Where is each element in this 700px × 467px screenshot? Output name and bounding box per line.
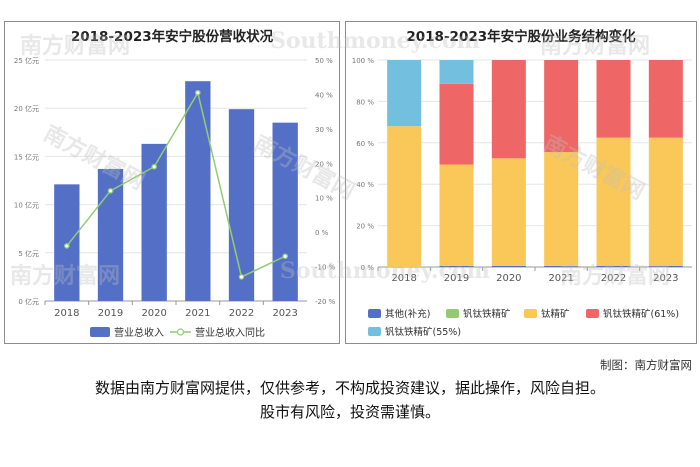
- yoy-growth-point-2019: [107, 188, 114, 194]
- legend-label-yoy: 营业总收入同比: [195, 326, 265, 339]
- revenue-bar-2021: [185, 81, 211, 301]
- y-axis-tick-label: 0 %: [361, 264, 375, 272]
- x-axis-tick-label: 2023: [653, 273, 678, 284]
- right-axis-tick-label: 20 %: [315, 160, 333, 168]
- revenue-bar-2020: [141, 143, 167, 301]
- right-axis-tick-label: 50 %: [315, 57, 333, 65]
- structure-chart-title: 2018-2023年安宁股份业务结构变化: [406, 29, 636, 45]
- x-axis-tick-label: 2018: [391, 273, 416, 284]
- right-axis-tick-label: 10 %: [315, 195, 333, 203]
- legend-label-3: 钒钛铁精矿(61%): [603, 308, 679, 320]
- x-axis-tick-label: 2019: [98, 308, 123, 319]
- stack-segment-2021-3: [544, 60, 579, 153]
- stack-segment-2023-0: [648, 265, 683, 267]
- y-axis-tick-label: 80 %: [356, 98, 374, 106]
- left-axis-tick-label: 15 亿元: [14, 152, 39, 161]
- legend-swatch-2: [524, 309, 537, 318]
- right-axis-tick-label: 0 %: [315, 229, 329, 237]
- stack-segment-2019-0: [439, 265, 474, 267]
- disclaimer-line-1: 数据由南方财富网提供，仅供参考，不构成投资建议，据此操作，风险自担。: [94, 379, 605, 397]
- left-axis-tick-label: 10 亿元: [14, 201, 39, 210]
- x-axis-tick-label: 2018: [54, 308, 79, 319]
- chart-credit: 制图：南方财富网: [600, 358, 692, 372]
- left-axis-tick-label: 20 亿元: [14, 104, 39, 113]
- legend-swatch-3: [586, 309, 599, 318]
- legend-swatch-revenue: [90, 327, 110, 337]
- left-axis-tick-label: 25 亿元: [14, 56, 39, 65]
- revenue-bar-2018: [54, 184, 80, 301]
- stack-segment-2021-0: [544, 265, 579, 267]
- stack-segment-2022-3: [596, 60, 631, 138]
- revenue-chart-panel: 2018-2023年安宁股份营收状况 0 亿元 5 亿元 10 亿元 15 亿元 20 …: [4, 21, 340, 344]
- right-axis-tick-label: -10 %: [315, 264, 336, 272]
- legend-swatch-0: [368, 309, 381, 318]
- stack-segment-2020-3: [491, 60, 526, 159]
- yoy-growth-point-2020: [151, 163, 157, 170]
- x-axis-tick-label: 2019: [444, 273, 469, 284]
- x-axis-tick-label: 2020: [141, 308, 166, 319]
- legend-label-2: 钛精矿: [541, 308, 570, 320]
- left-axis-tick-label: 5 亿元: [18, 249, 39, 258]
- revenue-bar-2022: [228, 109, 255, 301]
- legend-marker-yoy: [176, 328, 185, 336]
- legend-swatch-1: [446, 309, 459, 318]
- yoy-growth-line: [66, 90, 286, 278]
- stack-segment-2019-3: [439, 83, 474, 165]
- left-axis-tick-label: 0 亿元: [18, 297, 39, 306]
- stack-segment-2020-0: [491, 265, 526, 267]
- x-axis-tick-label: 2023: [272, 308, 297, 319]
- right-axis-tick-label: 40 %: [315, 91, 333, 99]
- legend-label-1: 钒钛铁精矿: [463, 308, 511, 320]
- yoy-growth-point-2023: [282, 253, 288, 260]
- y-axis-tick-label: 60 %: [356, 140, 374, 148]
- structure-chart: 0 % 20 % 40 % 60 % 80 % 100 % 2018 2019 2020 2021…: [352, 57, 692, 338]
- stack-segment-2023-3: [648, 60, 683, 138]
- x-axis-tick-label: 2020: [496, 273, 521, 284]
- stack-segment-2020-2: [491, 158, 526, 266]
- y-axis-tick-label: 40 %: [356, 181, 374, 189]
- legend-label-0: 其他(补充): [385, 308, 430, 320]
- revenue-chart-title: 2018-2023年安宁股份营收状况: [70, 29, 274, 45]
- stack-segment-2018-4: [387, 60, 422, 127]
- yoy-growth-point-2018: [64, 243, 70, 249]
- legend-label-revenue: 营业总收入: [114, 326, 164, 339]
- right-axis-tick-label: 30 %: [315, 126, 333, 134]
- x-axis-tick-label: 2021: [548, 273, 573, 284]
- stack-segment-2019-2: [439, 164, 474, 266]
- stack-segment-2022-2: [596, 137, 631, 266]
- stack-segment-2019-4: [439, 60, 474, 84]
- disclaimer-line-2: 股市有风险，投资需谨慎。: [259, 403, 440, 421]
- legend-label-4: 钒钛铁精矿(55%): [385, 326, 461, 338]
- yoy-growth-point-2021: [195, 89, 201, 96]
- y-axis-tick-label: 100 %: [352, 57, 375, 65]
- x-axis-tick-label: 2022: [229, 308, 254, 319]
- legend-swatch-4: [368, 327, 381, 336]
- yoy-growth-point-2022: [238, 274, 245, 280]
- y-axis-tick-label: 20 %: [356, 223, 374, 231]
- right-axis-tick-label: -20 %: [315, 298, 336, 306]
- stack-segment-2023-2: [648, 137, 683, 266]
- revenue-chart: 0 亿元 5 亿元 10 亿元 15 亿元 20 亿元 25 亿元 -20 % -10 % 0 …: [14, 56, 336, 339]
- stack-segment-2022-0: [596, 265, 631, 267]
- x-axis-tick-label: 2021: [185, 308, 210, 319]
- x-axis-tick-label: 2022: [601, 273, 626, 284]
- revenue-bar-2023: [272, 122, 298, 301]
- stack-segment-2021-2: [544, 152, 579, 266]
- structure-chart-panel: 2018-2023年安宁股份业务结构变化 0 % 20 % 40 % 60 % 80 %…: [345, 21, 697, 344]
- stack-segment-2018-2: [387, 126, 422, 268]
